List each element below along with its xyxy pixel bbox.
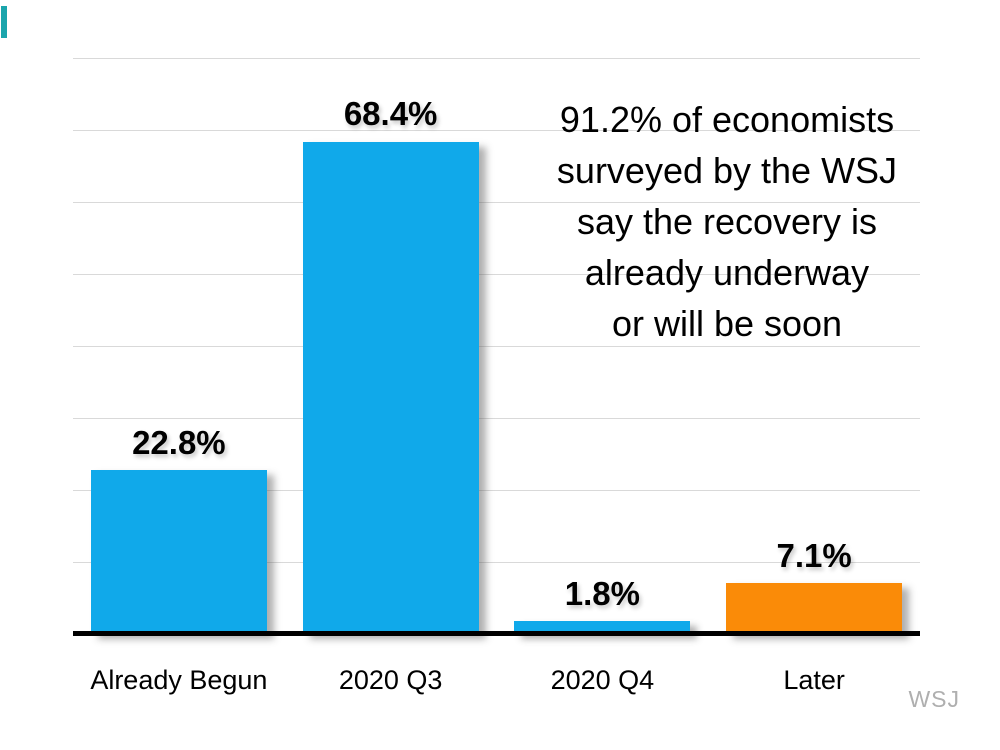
- teal-accent-mark: [1, 6, 7, 38]
- annotation-line-5: or will be soon: [611, 303, 843, 344]
- value-label-already-begun: 22.8%: [132, 423, 226, 461]
- plot-area: 22.8% 68.4% 1.8% 7.1%: [73, 58, 920, 634]
- category-label-2020-q4: 2020 Q4: [550, 665, 655, 695]
- category-label-later: Later: [783, 665, 845, 695]
- bar-2020-q3: [302, 141, 479, 634]
- value-label-2020-q3: 68.4%: [343, 95, 438, 133]
- x-axis-line: [73, 631, 920, 636]
- annotation-line-1: 91.2% of economists: [559, 99, 895, 140]
- value-label-later: 7.1%: [776, 536, 852, 574]
- annotation-line-2: surveyed by the WSJ: [556, 150, 898, 191]
- x-axis-labels: Already Begun 2020 Q3 2020 Q4 Later: [73, 662, 920, 698]
- category-label-2020-q3: 2020 Q3: [338, 665, 443, 695]
- bar-group-later: 7.1%: [708, 58, 920, 634]
- wsj-watermark: WSJ: [908, 686, 960, 712]
- annotation-line-4: already underway: [584, 252, 870, 293]
- annotation-line-3: say the recovery is: [576, 201, 878, 242]
- bar-group-already-begun: 22.8%: [73, 58, 285, 634]
- bar-already-begun: [90, 469, 267, 634]
- annotation-text: 91.2% of economists surveyed by the WSJ …: [527, 94, 927, 349]
- bar-group-2020-q4: 1.8%: [497, 58, 709, 634]
- bar-later: [726, 582, 903, 634]
- value-label-2020-q4: 1.8%: [564, 574, 640, 612]
- bar-group-2020-q3: 68.4%: [285, 58, 497, 634]
- bar-2020-q4: [514, 621, 691, 634]
- category-label-already-begun: Already Begun: [90, 665, 268, 695]
